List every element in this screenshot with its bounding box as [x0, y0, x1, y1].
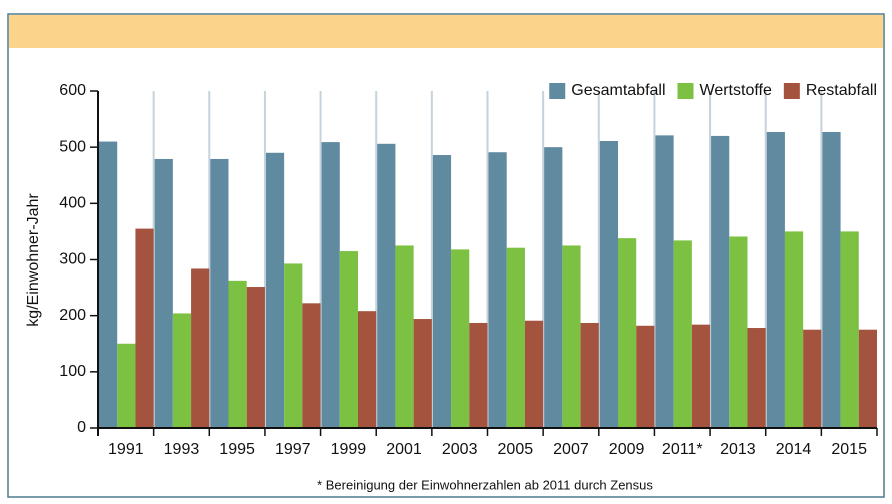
x-tick-label: 2013: [720, 441, 756, 458]
bar: [618, 238, 637, 428]
bar: [711, 135, 730, 428]
bar: [117, 343, 136, 428]
bar: [377, 143, 396, 428]
bar: [729, 236, 748, 428]
x-tick-label: 1999: [331, 441, 367, 458]
y-tick-label: 500: [59, 138, 86, 155]
x-tick-label: 1997: [275, 441, 311, 458]
bar: [451, 249, 470, 428]
x-tick-label: 2005: [498, 441, 534, 458]
x-tick-label: 2003: [442, 441, 478, 458]
bar: [469, 322, 488, 428]
bar: [172, 313, 192, 428]
bar: [580, 322, 599, 428]
bar: [673, 240, 692, 428]
bar: [210, 158, 229, 428]
x-tick-label: 2009: [609, 441, 645, 458]
bar: [265, 152, 285, 429]
bar: [524, 320, 544, 428]
y-tick-label: 0: [77, 419, 86, 436]
bar: [135, 228, 154, 428]
legend-label: Gesamtabfall: [571, 82, 665, 99]
x-tick-label: 1993: [164, 441, 200, 458]
bar: [747, 328, 766, 428]
legend-swatch: [783, 83, 800, 99]
x-tick-label: 2011*: [662, 441, 703, 458]
bar: [840, 231, 859, 428]
bar: [636, 325, 655, 428]
bar: [506, 247, 525, 428]
bar: [246, 287, 265, 428]
bar: [544, 147, 563, 428]
y-tick-label: 400: [59, 195, 86, 212]
bar: [766, 132, 785, 429]
x-tick-label: 2015: [831, 441, 867, 458]
legend-swatch: [677, 83, 694, 99]
bar: [858, 329, 877, 428]
bar: [562, 245, 581, 428]
bar: [358, 311, 377, 428]
bar: [599, 140, 618, 428]
x-tick-label: 2014: [776, 441, 812, 458]
bar: [488, 152, 507, 428]
y-tick-label: 200: [59, 307, 86, 324]
x-tick-label: 2001: [386, 441, 422, 458]
legend-label: Restabfall: [806, 82, 877, 99]
bar: [154, 158, 173, 428]
bar: [228, 280, 247, 428]
bar: [302, 303, 321, 428]
x-tick-label: 2007: [553, 441, 589, 458]
footnote: * Bereinigung der Einwohnerzahlen ab 201…: [317, 477, 653, 492]
bar: [339, 251, 358, 428]
bar: [321, 142, 340, 428]
y-tick-label: 100: [59, 363, 86, 380]
bar: [99, 141, 118, 429]
bar: [803, 329, 822, 428]
legend-swatch: [549, 83, 566, 99]
y-tick-label: 300: [59, 251, 86, 268]
legend-label: Wertstoffe: [700, 82, 772, 99]
bar: [432, 155, 452, 428]
y-axis-label: kg/Einwohner-Jahr: [25, 193, 42, 327]
x-tick-label: 1991: [108, 441, 144, 458]
bar: [822, 132, 841, 429]
x-tick-label: 1995: [219, 441, 255, 458]
bar: [784, 231, 804, 428]
bar: [284, 263, 303, 428]
header-band: [9, 15, 883, 48]
y-tick-label: 600: [59, 82, 86, 99]
bar: [395, 245, 414, 428]
bar: [413, 319, 432, 428]
bar: [691, 324, 711, 428]
bar: [655, 135, 674, 428]
bar: [191, 268, 210, 428]
